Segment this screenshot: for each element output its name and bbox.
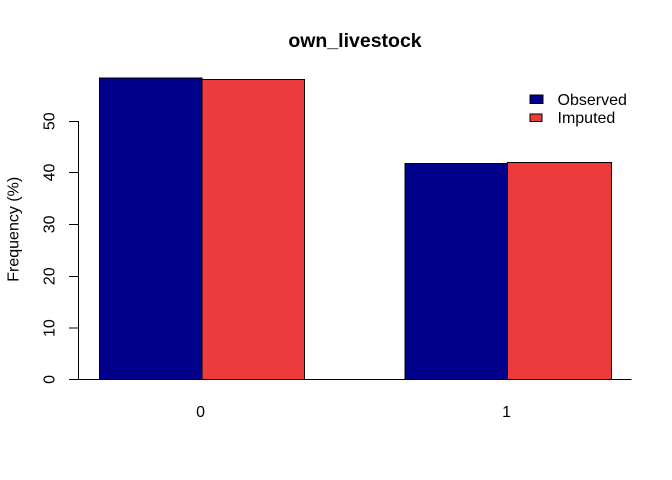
svg-text:50: 50 [42,112,59,130]
svg-text:20: 20 [42,267,59,285]
svg-text:30: 30 [42,215,59,233]
svg-text:10: 10 [42,319,59,337]
svg-text:Observed: Observed [558,92,627,109]
svg-text:0: 0 [42,375,59,384]
svg-text:Imputed: Imputed [558,110,616,127]
svg-text:Frequency (%): Frequency (%) [6,177,23,282]
svg-text:1: 1 [502,404,511,421]
svg-text:0: 0 [196,404,205,421]
svg-text:40: 40 [42,164,59,182]
svg-text:own_livestock: own_livestock [288,30,421,52]
